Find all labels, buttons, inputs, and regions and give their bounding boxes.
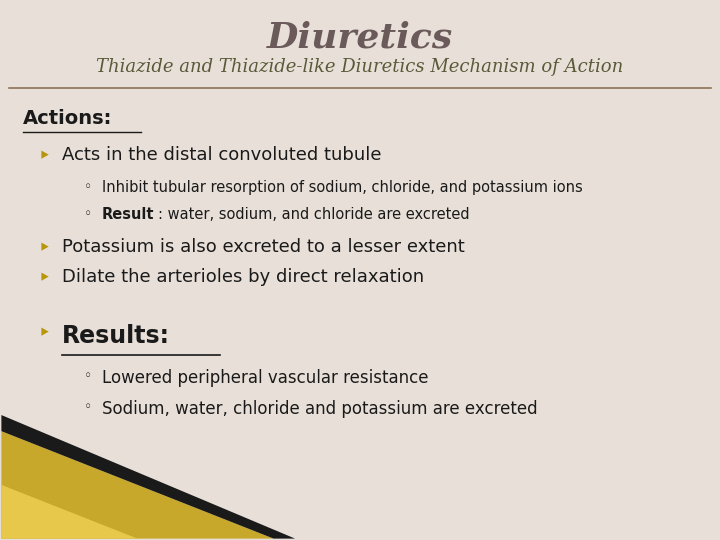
- Polygon shape: [1, 415, 295, 538]
- Text: ◦: ◦: [84, 207, 92, 221]
- Text: Acts in the distal convoluted tubule: Acts in the distal convoluted tubule: [62, 146, 382, 165]
- Text: ‣: ‣: [37, 146, 50, 168]
- Text: ‣: ‣: [37, 323, 50, 346]
- Text: ◦: ◦: [84, 180, 92, 194]
- Text: ‣: ‣: [37, 238, 50, 260]
- Text: ◦: ◦: [84, 369, 92, 383]
- Text: Potassium is also excreted to a lesser extent: Potassium is also excreted to a lesser e…: [62, 238, 465, 256]
- Text: Lowered peripheral vascular resistance: Lowered peripheral vascular resistance: [102, 369, 428, 387]
- Text: ◦: ◦: [84, 400, 92, 414]
- Text: Result: Result: [102, 207, 154, 221]
- Text: ‣: ‣: [37, 268, 50, 291]
- Text: Sodium, water, chloride and potassium are excreted: Sodium, water, chloride and potassium ar…: [102, 400, 537, 418]
- Text: Results:: Results:: [62, 323, 170, 348]
- Text: Thiazide and Thiazide-like Diuretics Mechanism of Action: Thiazide and Thiazide-like Diuretics Mec…: [96, 58, 624, 76]
- Text: Actions:: Actions:: [23, 109, 112, 128]
- Text: Dilate the arterioles by direct relaxation: Dilate the arterioles by direct relaxati…: [62, 268, 424, 286]
- Text: Inhibit tubular resorption of sodium, chloride, and potassium ions: Inhibit tubular resorption of sodium, ch…: [102, 180, 582, 195]
- Text: : water, sodium, and chloride are excreted: : water, sodium, and chloride are excret…: [158, 207, 469, 221]
- Text: Diuretics: Diuretics: [266, 20, 453, 54]
- Polygon shape: [1, 485, 138, 538]
- Polygon shape: [1, 431, 274, 538]
